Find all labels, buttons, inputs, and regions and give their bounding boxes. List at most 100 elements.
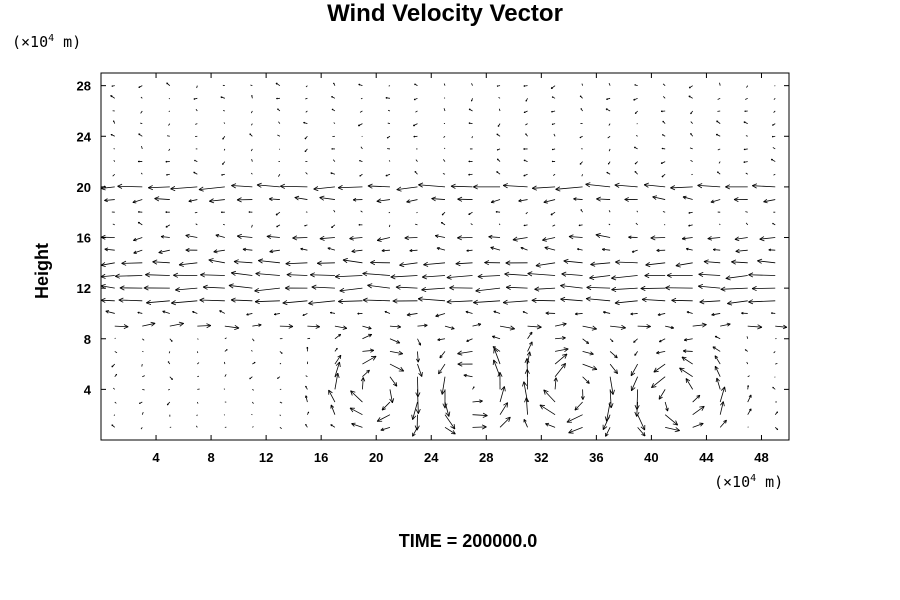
wind-vector xyxy=(251,159,253,162)
wind-vector xyxy=(637,414,646,431)
wind-vector xyxy=(714,355,721,365)
wind-vector xyxy=(250,172,253,175)
wind-vector xyxy=(415,376,421,398)
wind-vector xyxy=(774,411,779,415)
wind-vector xyxy=(329,311,335,314)
wind-vector xyxy=(555,336,566,341)
wind-vector xyxy=(304,148,308,153)
wind-vector xyxy=(590,261,611,267)
wind-vector xyxy=(636,210,638,213)
wind-vector xyxy=(717,97,721,100)
wind-vector xyxy=(213,249,225,254)
wind-vector xyxy=(631,249,638,253)
wind-vector xyxy=(140,172,143,175)
wind-vector xyxy=(307,411,310,415)
wind-vector xyxy=(472,412,488,418)
y-tick-label: 20 xyxy=(77,180,91,195)
wind-vector xyxy=(114,337,116,340)
wind-vector xyxy=(279,351,283,354)
wind-vector xyxy=(471,83,473,86)
wind-vector xyxy=(415,223,418,226)
wind-vector xyxy=(578,224,583,227)
wind-vector xyxy=(596,196,611,202)
wind-vector xyxy=(439,351,446,359)
wind-vector xyxy=(698,271,721,278)
wind-vector xyxy=(399,262,418,268)
wind-vector xyxy=(747,408,752,415)
wind-vector xyxy=(662,96,666,99)
wind-vector xyxy=(490,246,501,251)
wind-vector xyxy=(685,247,693,251)
wind-vector xyxy=(472,399,483,404)
wind-vector xyxy=(665,426,680,433)
wind-vector xyxy=(644,273,666,279)
wind-vector xyxy=(681,356,693,365)
wind-vector xyxy=(168,97,171,100)
wind-vector xyxy=(551,123,556,126)
wind-vector xyxy=(277,134,281,137)
wind-vector xyxy=(166,173,170,176)
wind-vector xyxy=(250,110,253,114)
wind-vector xyxy=(525,211,528,215)
wind-vector xyxy=(146,299,170,305)
wind-vector xyxy=(251,95,253,99)
wind-vector xyxy=(498,108,501,112)
wind-vector xyxy=(185,233,198,239)
wind-vector xyxy=(457,350,473,356)
wind-vector xyxy=(199,297,225,303)
wind-vector xyxy=(563,258,583,264)
wind-vector xyxy=(525,133,528,137)
wind-vector xyxy=(140,122,143,125)
wind-vector xyxy=(692,405,705,416)
wind-vector xyxy=(367,283,391,289)
wind-vector xyxy=(192,311,198,314)
wind-vector xyxy=(523,224,528,227)
wind-vector xyxy=(195,123,198,125)
wind-vector xyxy=(223,388,226,390)
wind-vector xyxy=(389,389,395,404)
wind-vector xyxy=(276,224,281,228)
wind-vector xyxy=(228,283,253,289)
wind-vector xyxy=(664,414,679,426)
wind-vector xyxy=(168,148,171,152)
wind-vector xyxy=(278,148,281,150)
wind-vector xyxy=(484,260,501,266)
wind-vector xyxy=(413,135,418,138)
wind-vector xyxy=(278,174,281,177)
wind-vector xyxy=(586,285,611,291)
wind-vector xyxy=(392,298,418,304)
y-tick-label: 28 xyxy=(77,79,91,94)
wind-vector xyxy=(224,324,240,330)
wind-vector xyxy=(305,110,308,113)
wind-vector xyxy=(196,401,199,404)
wind-vector xyxy=(525,123,528,126)
wind-vector xyxy=(169,338,173,342)
wind-vector xyxy=(358,83,363,87)
wind-vector xyxy=(152,259,170,265)
wind-vector xyxy=(115,273,143,279)
wind-vector xyxy=(166,82,171,86)
wind-vector xyxy=(582,325,597,331)
wind-vector xyxy=(568,234,583,240)
wind-vector xyxy=(743,161,748,164)
wind-vector xyxy=(304,224,308,227)
wind-vector xyxy=(675,262,693,268)
wind-vector xyxy=(688,224,693,227)
wind-vector xyxy=(195,425,198,428)
wind-vector xyxy=(197,323,212,329)
wind-vector xyxy=(670,185,693,191)
wind-vector xyxy=(568,426,583,434)
wind-vector xyxy=(473,299,501,305)
wind-vector xyxy=(692,422,704,428)
wind-vector xyxy=(334,325,348,330)
wind-vector xyxy=(682,349,693,353)
wind-vector xyxy=(608,82,611,86)
wind-vector xyxy=(381,401,391,411)
wind-vector xyxy=(472,323,482,327)
wind-vector xyxy=(550,85,556,89)
wind-vector xyxy=(319,235,335,241)
wind-vector xyxy=(442,389,448,409)
wind-vector xyxy=(690,133,694,137)
wind-vector xyxy=(252,338,255,342)
wind-vector xyxy=(143,285,170,291)
